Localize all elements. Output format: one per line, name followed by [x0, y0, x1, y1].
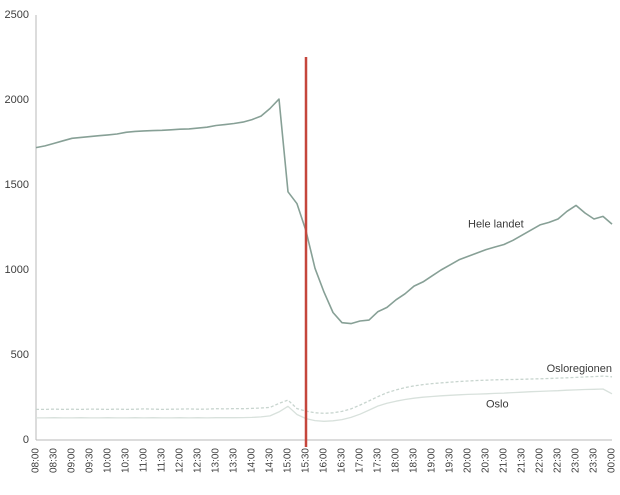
x-tick-label: 18:00 [391, 448, 402, 473]
x-tick-label: 15:00 [283, 448, 294, 473]
series-line-oslo [36, 388, 613, 422]
x-tick-label: 13:30 [229, 448, 240, 473]
series-line-osloregionen [36, 375, 613, 414]
x-tick-label: 08:00 [31, 448, 42, 473]
x-tick-label: 12:00 [175, 448, 186, 473]
x-tick-label: 21:00 [499, 448, 510, 473]
x-tick-label: 23:30 [589, 448, 600, 473]
x-tick-label: 18:30 [409, 448, 420, 473]
x-tick-label: 09:00 [67, 448, 78, 473]
x-tick-label: 20:30 [481, 448, 492, 473]
x-tick-label: 22:00 [535, 448, 546, 473]
y-tick-label: 2500 [5, 9, 29, 21]
x-tick-label: 19:00 [427, 448, 438, 473]
x-tick-label: 14:30 [265, 448, 276, 473]
series-label-oslo: Oslo [486, 399, 509, 411]
x-tick-label: 14:00 [247, 448, 258, 473]
x-tick-label: 11:00 [139, 448, 150, 473]
series-label-hele-landet: Hele landet [468, 219, 524, 231]
x-tick-label: 17:00 [355, 448, 366, 473]
x-tick-label: 12:30 [193, 448, 204, 473]
x-tick-label: 23:00 [571, 448, 582, 473]
x-tick-label: 11:30 [157, 448, 168, 473]
x-tick-label: 19:30 [445, 448, 456, 473]
y-tick-label: 2000 [5, 94, 29, 106]
x-tick-label: 10:30 [121, 448, 132, 473]
y-tick-label: 1500 [5, 179, 29, 191]
x-tick-label: 16:30 [337, 448, 348, 473]
x-tick-label: 16:00 [319, 448, 330, 473]
x-tick-label: 20:00 [463, 448, 474, 473]
y-tick-label: 1000 [5, 264, 29, 276]
x-tick-label: 10:00 [103, 448, 114, 473]
x-tick-label: 09:30 [85, 448, 96, 473]
x-tick-label: 13:00 [211, 448, 222, 473]
x-tick-label: 17:30 [373, 448, 384, 473]
y-tick-label: 500 [11, 349, 29, 361]
x-tick-label: 22:30 [553, 448, 564, 473]
series-line-hele-landet [35, 98, 613, 325]
y-tick-label: 0 [23, 434, 29, 446]
x-tick-label: 08:30 [49, 448, 60, 473]
series-label-osloregionen: Osloregionen [547, 363, 612, 375]
x-tick-label: 21:30 [517, 448, 528, 473]
x-tick-label: 15:30 [301, 448, 312, 473]
x-tick-label: 00:00 [607, 448, 618, 473]
